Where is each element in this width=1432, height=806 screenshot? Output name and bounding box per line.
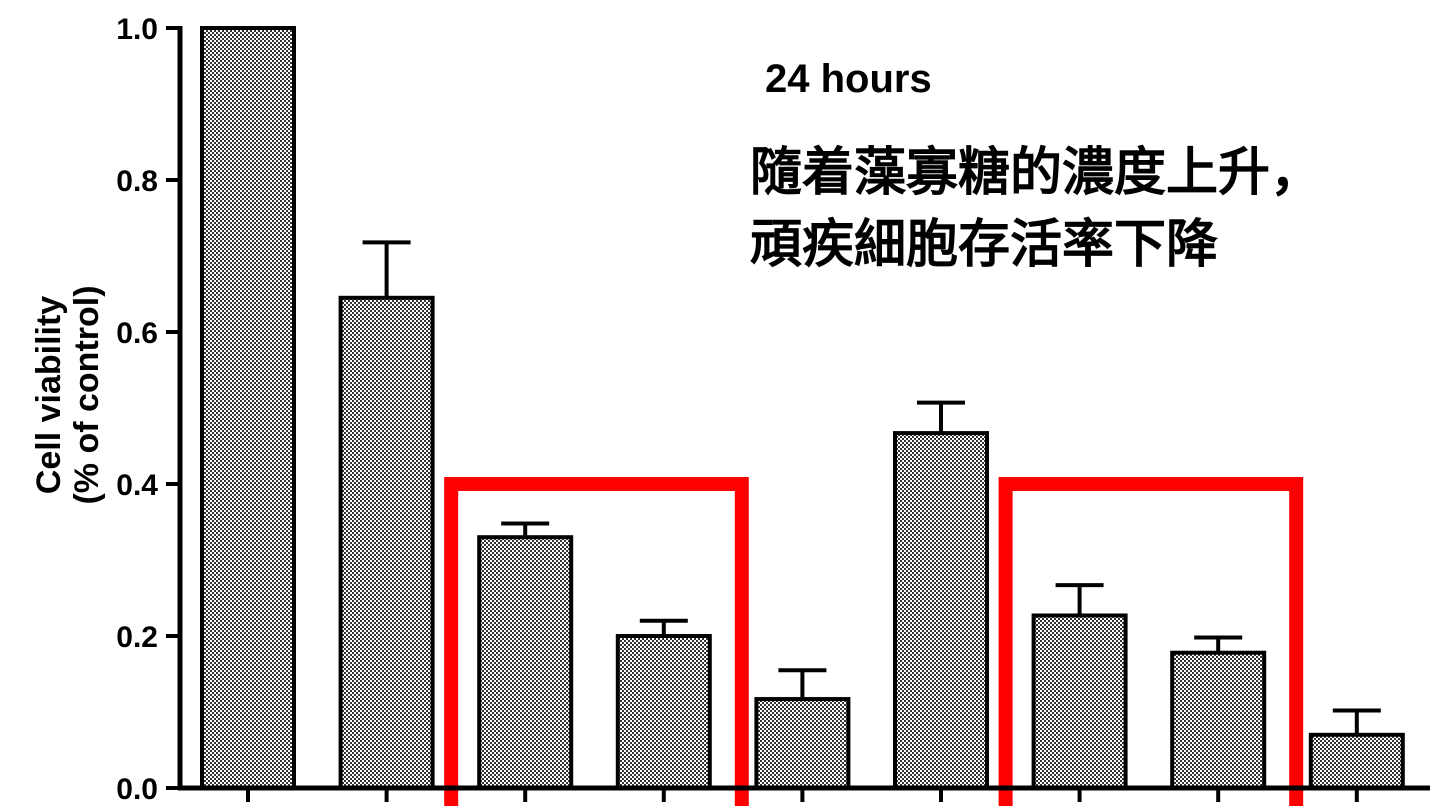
y-tick-label: 0.8 (116, 165, 158, 198)
bar (615, 634, 712, 790)
bar (1031, 613, 1128, 790)
bar (200, 26, 296, 790)
bar (1308, 732, 1405, 790)
y-tick-label: 0.0 (116, 773, 158, 806)
bar (477, 535, 574, 791)
highlight-box (444, 477, 749, 806)
bar (893, 431, 989, 790)
highlight-box (998, 477, 1304, 806)
bar (1170, 650, 1267, 790)
y-axis-label-line2: (% of control) (68, 285, 106, 504)
chart-subtitle: 24 hours (765, 57, 932, 101)
y-tick-label: 1.0 (116, 13, 158, 46)
error-bars (362, 240, 1381, 735)
annotation-line-2: 頑疾細胞存活率下降 (750, 215, 1218, 275)
y-tick-label: 0.4 (116, 469, 158, 502)
bar (338, 295, 435, 790)
y-axis-ticks: 0.0 0.2 0.4 0.6 0.8 1.0 (116, 13, 180, 806)
y-tick-label: 0.2 (116, 621, 158, 654)
y-axis-title: Cell viability (% of control) (30, 285, 106, 504)
highlight-boxes (444, 477, 1304, 806)
bar (754, 697, 851, 791)
annotation-line-1: 隨着藻寡糖的濃度上升， (750, 143, 1322, 203)
y-axis-label-line1: Cell viability (30, 296, 68, 494)
y-tick-label: 0.6 (116, 317, 158, 350)
